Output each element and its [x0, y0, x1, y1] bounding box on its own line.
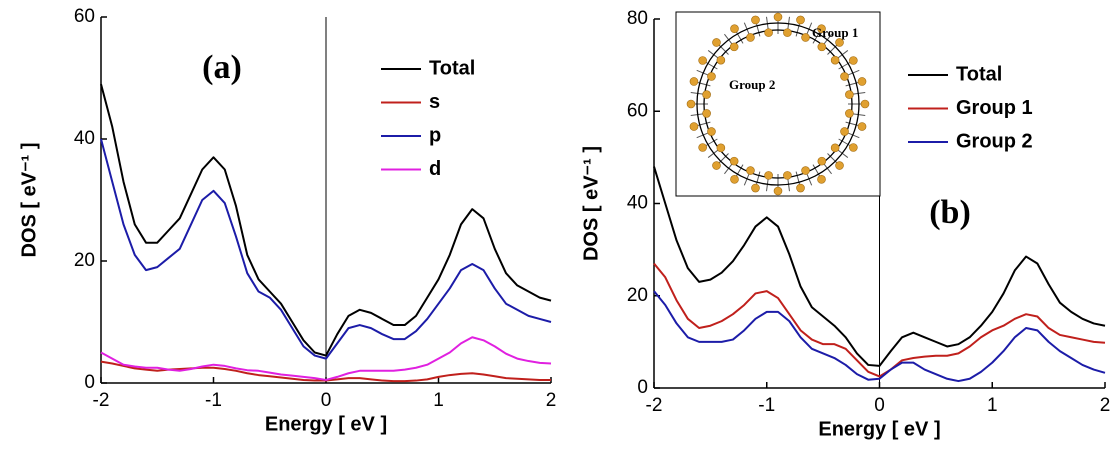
inset-atom [860, 99, 870, 109]
x-tick-label: -1 [758, 395, 775, 416]
inset-atom [686, 99, 696, 109]
inset-atom [845, 90, 854, 99]
legend-label: d [429, 158, 441, 180]
x-tick-label: 1 [433, 390, 444, 411]
inset-atom [801, 166, 810, 175]
legend-label: p [429, 124, 441, 146]
inset-atom [712, 161, 721, 170]
y-tick-label: 20 [627, 285, 648, 306]
inset-atom [730, 24, 739, 33]
inset-atom [817, 175, 826, 184]
inset-atom [773, 12, 783, 22]
inset-atom [729, 42, 739, 52]
series-line [100, 138, 552, 360]
x-tick-label: 0 [321, 390, 332, 411]
y-tick-label: 60 [74, 6, 95, 27]
inset-atom [830, 55, 840, 65]
inset-atom [707, 127, 716, 136]
legend-label: Group 1 [956, 97, 1033, 119]
x-tick-label: -2 [93, 390, 110, 411]
inset-frame [675, 11, 881, 197]
inset-atom [857, 77, 867, 86]
inset-atom [801, 33, 810, 42]
inset-atom [830, 143, 840, 153]
series-line [100, 83, 552, 357]
inset-atom [835, 161, 844, 170]
x-tick-label: -2 [646, 395, 663, 416]
inset-atom [707, 72, 716, 81]
x-axis-label: Energy [ eV ] [818, 418, 940, 440]
y-tick-label: 40 [74, 128, 95, 149]
inset-label: Group 2 [729, 77, 775, 92]
y-tick-label: 80 [627, 8, 648, 29]
inset-atom [716, 55, 726, 65]
y-tick-label: 40 [627, 193, 648, 214]
inset-ring [696, 22, 860, 186]
inset-atom [751, 183, 760, 193]
inset: Group 1 Group 2 [675, 11, 881, 197]
inset-atom [764, 28, 773, 37]
inset-atom [849, 143, 858, 152]
panel-label: (a) [202, 49, 242, 86]
y-axis-label: DOS [ eV⁻¹ ] [580, 146, 602, 261]
inset-ring [703, 29, 853, 179]
inset-atom [689, 122, 699, 131]
inset-atom [702, 90, 711, 99]
y-tick-label: 20 [74, 250, 95, 271]
legend-label: s [429, 91, 440, 113]
x-tick-label: 1 [987, 395, 998, 416]
inset-atom [764, 171, 773, 180]
inset-atom [796, 183, 805, 193]
series-line [100, 336, 552, 381]
inset-atom [712, 38, 721, 47]
x-axis-label: Energy [ eV ] [265, 413, 387, 435]
inset-atom [751, 15, 760, 25]
inset-atom [857, 122, 867, 131]
x-tick-label: 0 [874, 395, 885, 416]
x-tick-label: -1 [205, 390, 222, 411]
inset-atom [796, 15, 805, 25]
y-tick-label: 0 [637, 377, 648, 398]
inset-atom [840, 127, 849, 136]
legend-label: Total [956, 63, 1002, 85]
y-tick-label: 0 [84, 372, 95, 393]
inset-atom [729, 156, 739, 166]
inset-atom [702, 109, 711, 118]
inset-atom [773, 186, 783, 196]
inset-atom [817, 24, 826, 33]
inset-atom [840, 72, 849, 81]
inset-atom [845, 109, 854, 118]
x-tick-label: 2 [546, 390, 557, 411]
x-tick-label: 2 [1100, 395, 1111, 416]
inset-atom [746, 33, 755, 42]
inset-atom [689, 77, 699, 86]
series-line [653, 290, 1106, 383]
panel-label: (b) [929, 194, 971, 231]
inset-atom [730, 175, 739, 184]
inset-atom [716, 143, 726, 153]
legend-label: Group 2 [956, 130, 1033, 152]
inset-label: Group 1 [812, 25, 858, 40]
inset-atom [698, 143, 707, 152]
y-tick-label: 60 [627, 100, 648, 121]
inset-atom [849, 56, 858, 65]
legend-label: Total [429, 57, 475, 79]
inset-atom [783, 28, 792, 37]
y-axis-label: DOS [ eV⁻¹ ] [18, 142, 40, 257]
inset-atom [817, 42, 827, 52]
inset-atom [698, 56, 707, 65]
series-line [653, 166, 1106, 367]
inset-atom [783, 171, 792, 180]
inset-atom [835, 38, 844, 47]
inset-atom [817, 156, 827, 166]
series-line [653, 262, 1106, 378]
inset-atom [746, 166, 755, 175]
